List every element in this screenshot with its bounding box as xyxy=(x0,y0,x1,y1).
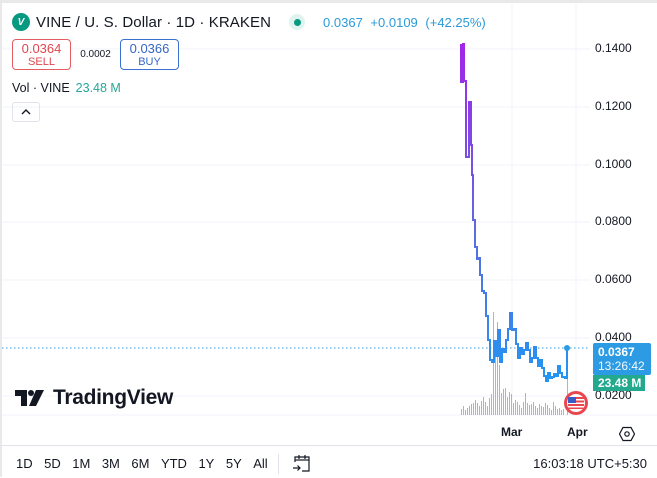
range-3m[interactable]: 3M xyxy=(101,456,120,471)
sell-button[interactable]: 0.0364 SELL xyxy=(12,39,71,70)
date-range-selector: 1D 5D 1M 3M 6M YTD 1Y 5Y All xyxy=(16,456,279,471)
price-axis-label: 0.0600 xyxy=(595,272,632,286)
price-line xyxy=(460,43,568,382)
time-axis-label: Mar xyxy=(501,425,523,439)
timezone-clock[interactable]: 16:03:18 UTC+5:30 xyxy=(533,456,647,471)
go-to-date-icon[interactable] xyxy=(291,452,313,474)
range-6m[interactable]: 6M xyxy=(131,456,150,471)
sell-label: SELL xyxy=(28,55,55,68)
bottom-toolbar: 1D 5D 1M 3M 6M YTD 1Y 5Y All 16:03:18 UT… xyxy=(0,445,657,478)
volume-legend[interactable]: Vol · VINE 23.48 M xyxy=(12,81,121,95)
chart-settings-icon[interactable] xyxy=(619,426,635,442)
price-axis-label: 0.0200 xyxy=(595,388,632,402)
volume-label: Vol · VINE xyxy=(12,81,70,95)
trade-buttons: 0.0364 SELL 0.0002 0.0366 BUY xyxy=(12,39,179,70)
vine-logo-icon: V xyxy=(12,13,30,31)
range-5y[interactable]: 5Y xyxy=(225,456,242,471)
price-axis-label: 0.1000 xyxy=(595,157,632,171)
chart-pane[interactable]: V VINE / U. S. Dollar · 1D · KRAKEN 0.03… xyxy=(2,3,657,442)
price-change: +0.0109 xyxy=(370,14,418,30)
volume-tag: 23.48 M xyxy=(593,375,645,391)
buy-button[interactable]: 0.0366 BUY xyxy=(120,39,179,70)
range-5d[interactable]: 5D xyxy=(44,456,61,471)
range-1m[interactable]: 1M xyxy=(72,456,91,471)
sell-price: 0.0364 xyxy=(21,40,62,56)
chevron-up-icon xyxy=(21,109,31,115)
symbol-title[interactable]: VINE / U. S. Dollar · 1D · KRAKEN xyxy=(36,13,272,31)
buy-label: BUY xyxy=(138,55,161,68)
range-1y[interactable]: 1Y xyxy=(198,456,215,471)
tradingview-logo-icon xyxy=(15,390,44,406)
buy-price: 0.0366 xyxy=(129,40,170,56)
price-quote: 0.0367 +0.0109 (+42.25%) xyxy=(323,15,490,30)
collapse-legend-button[interactable] xyxy=(12,102,40,122)
price-change-pct: (+42.25%) xyxy=(425,14,486,30)
tradingview-wordmark: TradingView xyxy=(53,386,174,409)
bar-countdown: 13:26:42 xyxy=(598,359,645,373)
volume-value: 23.48 M xyxy=(75,81,121,95)
price-axis-label: 0.1400 xyxy=(595,41,632,55)
price-axis-label: 0.0400 xyxy=(595,330,632,344)
last-price: 0.0367 xyxy=(323,14,363,30)
range-ytd[interactable]: YTD xyxy=(160,456,187,471)
time-axis-label: Apr xyxy=(567,425,588,439)
volume-bars xyxy=(461,312,568,415)
range-1d[interactable]: 1D xyxy=(16,456,33,471)
price-axis-label: 0.1200 xyxy=(595,99,632,113)
last-price-tag-value: 0.0367 xyxy=(598,345,635,359)
price-axis-label: 0.0800 xyxy=(595,214,632,228)
last-price-tag: 0.0367 13:26:42 xyxy=(593,343,651,375)
us-flag-event-icon[interactable] xyxy=(564,391,588,415)
tradingview-watermark[interactable]: TradingView xyxy=(15,386,173,410)
range-all[interactable]: All xyxy=(253,456,268,471)
spread-value: 0.0002 xyxy=(80,49,111,60)
last-price-dot xyxy=(564,345,570,351)
symbol-legend: V VINE / U. S. Dollar · 1D · KRAKEN 0.03… xyxy=(12,12,490,32)
market-open-icon[interactable] xyxy=(289,14,306,30)
price-chart[interactable] xyxy=(2,3,657,441)
grid-lines xyxy=(2,3,657,416)
toolbar-divider xyxy=(278,454,279,474)
